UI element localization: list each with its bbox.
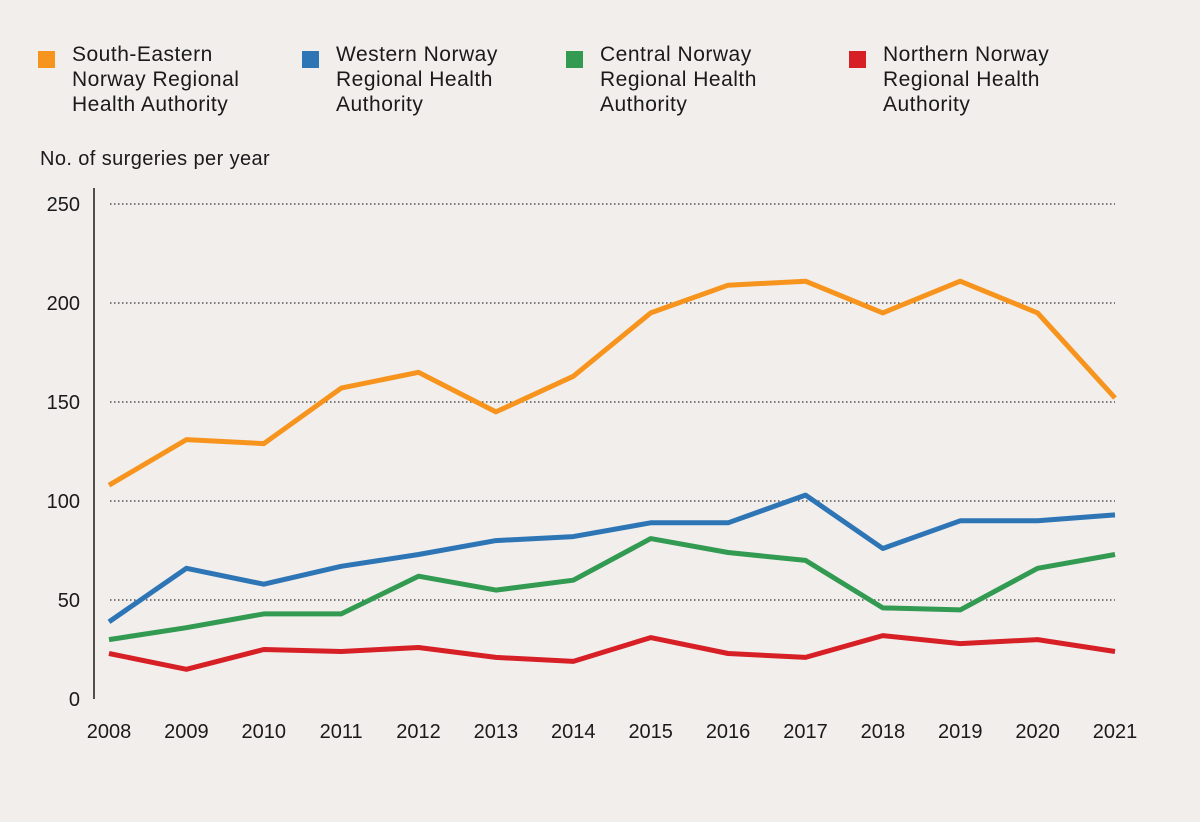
legend-label: Central Norway Regional Health Authority [600, 43, 757, 116]
y-tick-label: 0 [69, 689, 80, 711]
x-tick-label: 2020 [1015, 721, 1060, 743]
x-tick-label: 2012 [396, 721, 441, 743]
x-tick-label: 2016 [706, 721, 751, 743]
legend-swatch [849, 51, 866, 68]
x-tick-label: 2008 [87, 721, 132, 743]
x-tick-label: 2010 [242, 721, 287, 743]
legend-item-western: Western Norway Regional Health Authority [302, 42, 498, 117]
x-tick-label: 2021 [1093, 721, 1138, 743]
legend-item-central: Central Norway Regional Health Authority [566, 42, 757, 117]
series-line-1 [107, 492, 1116, 624]
x-tick-label: 2015 [628, 721, 673, 743]
series-line-2 [108, 536, 1116, 643]
x-tick-label: 2019 [938, 721, 983, 743]
y-tick-label: 100 [47, 491, 80, 513]
y-tick-label: 250 [47, 194, 80, 216]
y-tick-label: 150 [47, 392, 80, 414]
y-tick-label: 200 [47, 293, 80, 315]
legend-item-northern: Northern Norway Regional Health Authorit… [849, 42, 1049, 117]
y-tick-label: 50 [58, 590, 80, 612]
legend-swatch [302, 51, 319, 68]
legend-item-south-eastern: South-Eastern Norway Regional Health Aut… [38, 42, 239, 117]
series-line-3 [108, 633, 1116, 672]
x-tick-label: 2009 [164, 721, 209, 743]
series-line-0 [107, 278, 1117, 488]
legend-swatch [566, 51, 583, 68]
x-tick-label: 2011 [320, 721, 363, 743]
y-axis-label: No. of surgeries per year [40, 148, 271, 170]
legend-label: South-Eastern Norway Regional Health Aut… [72, 43, 240, 116]
x-tick-label: 2014 [551, 721, 596, 743]
legend-label: Northern Norway Regional Health Authorit… [883, 43, 1050, 116]
x-tick-label: 2018 [861, 721, 906, 743]
legend-label: Western Norway Regional Health Authority [336, 43, 498, 116]
x-tick-label: 2013 [474, 721, 519, 743]
legend-swatch [38, 51, 55, 68]
x-tick-label: 2017 [783, 721, 828, 743]
